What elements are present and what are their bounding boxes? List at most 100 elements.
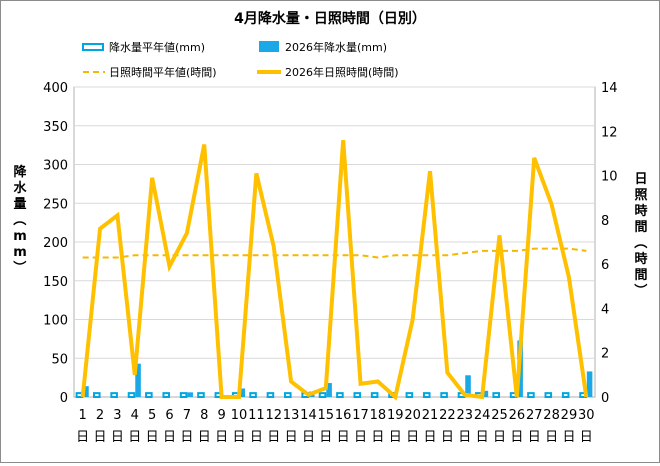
chart-title: 4月降水量・日照時間（日別） [234,10,426,27]
precip-normal-bar [318,392,327,398]
x-tick-suffix: 日 [319,430,332,445]
y-axis-title-right-char: ） [632,283,648,296]
precip-normal-bar [266,392,275,398]
y-axis-title-left: 降水量（mm） [11,164,27,274]
y-tick-right: 0 [601,391,609,406]
plot-area [73,86,596,401]
y-axis-left-ticks: 0 50 100 150 200 250 300 350 400 [43,81,68,406]
x-tick-label: 7 [183,408,191,423]
x-tick-label: 22 [439,408,456,423]
x-tick-suffix: 日 [476,430,489,445]
x-tick-suffix: 日 [198,430,211,445]
x-tick-label: 17 [352,408,369,423]
precip-normal-bar [336,392,344,398]
y-axis-title-left-char: ） [11,260,27,273]
x-tick-label: 24 [474,408,491,423]
y-tick-right: 4 [601,302,609,317]
precip-normal-bar [284,392,292,398]
precip-2026-bar [83,386,89,397]
legend: 降水量平年値(mm) 2026年降水量(mm) 日照時間平年値(時間) 2026… [82,40,399,79]
x-tick-label: 28 [543,408,560,423]
precip-2026-bar [465,375,471,397]
precip-normal-bar [561,392,570,398]
x-tick-suffix: 日 [302,430,315,445]
x-tick-label: 6 [165,408,173,423]
x-tick-label: 18 [370,408,387,423]
y-axis-title-right-char: （ [632,235,648,248]
x-axis-ticks: 1日2日3日4日5日6日7日8日9日10日11日12日13日14日15日16日1… [76,408,594,445]
y-tick-left: 100 [43,314,68,329]
y-tick-right: 2 [601,347,609,362]
x-tick-label: 27 [526,408,543,423]
x-tick-suffix: 日 [146,430,159,445]
y-axis-title-left-char: 量 [13,197,26,212]
x-tick-suffix: 日 [285,430,298,445]
y-axis-title-right-char: 時 [634,203,647,219]
x-tick-suffix: 日 [389,430,402,445]
legend-swatch-precip-2026 [259,41,279,52]
x-tick-label: 8 [200,408,208,423]
precip-normal-bar [179,392,188,398]
y-axis-title-left-char: m [13,229,27,244]
precip-normal-bar [492,392,500,398]
precip-normal-bar [544,392,553,398]
x-tick-suffix: 日 [562,430,575,445]
x-tick-suffix: 日 [406,430,419,445]
x-tick-label: 2 [96,408,104,423]
precip-2026-bar [326,383,332,397]
y-axis-title-left-char: 水 [13,180,27,196]
x-tick-label: 21 [422,408,439,423]
y-axis-title-right-char: 時 [634,251,647,267]
x-tick-suffix: 日 [163,430,176,445]
y-axis-title-left-char: （ [11,212,27,225]
x-tick-suffix: 日 [337,430,350,445]
precip-normal-bar [405,392,414,398]
y-axis-title-left-char: 降 [13,164,27,180]
x-tick-label: 12 [265,408,282,423]
precip-2026-bar [239,388,246,397]
y-axis-title-right-char: 日 [634,172,647,187]
sunshine-2026-line [80,140,589,401]
precip-normal-bar [92,392,101,398]
x-tick-suffix: 日 [250,430,263,445]
x-tick-suffix: 日 [493,430,506,445]
precip-2026-bar [586,371,593,397]
precip-normal-bar [370,392,379,398]
x-tick-label: 3 [113,408,121,423]
precip-normal-bar [110,392,118,398]
x-tick-label: 20 [404,408,421,423]
y-axis-title-right-char: 間 [634,268,647,283]
x-tick-suffix: 日 [424,430,437,445]
y-tick-right: 12 [601,125,618,140]
legend-label-precip-normal: 降水量平年値(mm) [109,40,205,54]
legend-label-sun-normal: 日照時間平年値(時間) [109,65,217,79]
x-tick-suffix: 日 [458,430,471,445]
x-tick-suffix: 日 [580,430,593,445]
y-axis-title-left-char: m [13,245,27,260]
legend-label-precip-2026: 2026年降水量(mm) [285,40,387,54]
x-tick-label: 14 [300,408,317,423]
precip-normal-bar [440,392,448,398]
y-axis-right-ticks: 0 2 4 6 8 10 12 14 [601,81,618,406]
x-tick-label: 16 [335,408,352,423]
precip-normal-bar [145,392,153,398]
x-tick-suffix: 日 [267,430,280,445]
y-tick-left: 400 [43,81,68,96]
precip-2026-bar [135,363,141,397]
x-tick-label: 15 [318,408,335,423]
y-tick-left: 150 [43,275,68,290]
precip-normal-bar [422,392,431,398]
x-tick-suffix: 日 [528,430,541,445]
x-tick-suffix: 日 [441,430,454,445]
precip-normal-bar [197,392,205,398]
precip-normal-bar [127,392,136,398]
x-tick-label: 4 [131,408,139,423]
x-tick-label: 23 [456,408,473,423]
x-tick-label: 1 [79,408,87,423]
precip-normal-bars [75,392,587,398]
x-tick-label: 26 [509,408,526,423]
legend-swatch-precip-normal [82,43,104,51]
x-tick-suffix: 日 [94,430,107,445]
